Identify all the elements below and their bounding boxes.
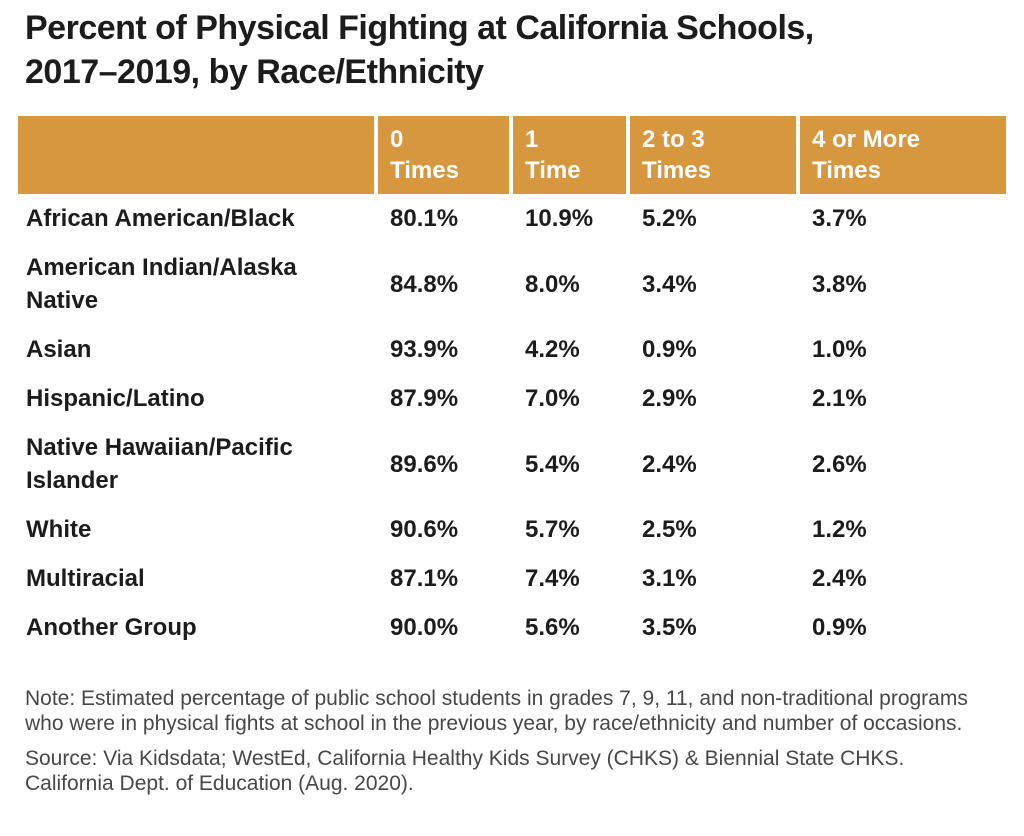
data-table: 0 Times 1 Time 2 to 3 Times 4 or More Ti… <box>18 116 1006 652</box>
row-value-4-or-more-times: 1.0% <box>812 336 867 363</box>
table-row-native-hawaiian-pacific-islander: Native Hawaiian/Pacific Islander 89.6% 5… <box>18 423 1006 505</box>
header-cell-empty <box>18 116 374 194</box>
table-row-another-group: Another Group 90.0% 5.6% 3.5% 0.9% <box>18 603 1006 652</box>
row-value-1-time: 10.9% <box>525 205 594 232</box>
row-value-0-times: 90.6% <box>390 516 459 543</box>
header-cell-1-time: 1 Time <box>513 116 626 194</box>
row-value-2-to-3-times: 2.5% <box>642 516 697 543</box>
row-value-0-times: 89.6% <box>390 450 459 478</box>
row-label: Asian <box>26 336 92 363</box>
row-value-1-time: 7.0% <box>525 385 580 412</box>
page-title: Percent of Physical Fighting at Californ… <box>25 9 814 91</box>
row-value-4-or-more-times: 3.7% <box>812 205 867 232</box>
row-value-0-times: 80.1% <box>390 205 459 232</box>
table-row-multiracial: Multiracial 87.1% 7.4% 3.1% 2.4% <box>18 554 1006 603</box>
row-value-0-times: 84.8% <box>390 270 459 298</box>
header-cell-4-or-more-times: 4 or More Times <box>800 116 1006 194</box>
header-cell-2-to-3-times: 2 to 3 Times <box>630 116 796 194</box>
row-value-0-times: 87.9% <box>390 385 459 412</box>
header-cell-0-times: 0 Times <box>378 116 509 194</box>
row-label: Native Hawaiian/Pacific Islander <box>26 434 293 494</box>
row-value-4-or-more-times: 2.1% <box>812 385 867 412</box>
row-value-4-or-more-times: 2.4% <box>812 565 867 592</box>
table-row-asian: Asian 93.9% 4.2% 0.9% 1.0% <box>18 325 1006 374</box>
row-value-1-time: 4.2% <box>525 336 580 363</box>
row-value-2-to-3-times: 5.2% <box>642 205 697 232</box>
row-value-1-time: 5.6% <box>525 614 580 641</box>
row-value-4-or-more-times: 2.6% <box>812 450 867 478</box>
row-value-2-to-3-times: 2.4% <box>642 450 697 478</box>
row-value-0-times: 87.1% <box>390 565 459 592</box>
row-value-4-or-more-times: 1.2% <box>812 516 867 543</box>
row-value-0-times: 93.9% <box>390 336 459 363</box>
row-value-1-time: 7.4% <box>525 565 580 592</box>
row-value-1-time: 5.7% <box>525 516 580 543</box>
row-value-2-to-3-times: 3.4% <box>642 270 697 298</box>
table-row-african-american-black: African American/Black 80.1% 10.9% 5.2% … <box>18 194 1006 243</box>
table-row-hispanic-latino: Hispanic/Latino 87.9% 7.0% 2.9% 2.1% <box>18 374 1006 423</box>
row-value-2-to-3-times: 3.5% <box>642 614 697 641</box>
table-row-white: White 90.6% 5.7% 2.5% 1.2% <box>18 505 1006 554</box>
row-label: Hispanic/Latino <box>26 385 205 412</box>
row-value-1-time: 5.4% <box>525 450 580 478</box>
row-value-2-to-3-times: 0.9% <box>642 336 697 363</box>
row-label: American Indian/Alaska Native <box>26 254 297 314</box>
row-value-4-or-more-times: 0.9% <box>812 614 867 641</box>
row-label: Another Group <box>26 614 197 641</box>
source-text: Source: Via Kidsdata; WestEd, California… <box>25 747 905 795</box>
note-text: Note: Estimated percentage of public sch… <box>25 687 968 735</box>
table-header-row: 0 Times 1 Time 2 to 3 Times 4 or More Ti… <box>18 116 1006 194</box>
row-value-2-to-3-times: 3.1% <box>642 565 697 592</box>
row-label: White <box>26 516 92 543</box>
row-value-1-time: 8.0% <box>525 270 580 298</box>
row-value-2-to-3-times: 2.9% <box>642 385 697 412</box>
row-value-4-or-more-times: 3.8% <box>812 270 867 298</box>
row-label: Multiracial <box>26 565 145 592</box>
row-value-0-times: 90.0% <box>390 614 459 641</box>
row-label: African American/Black <box>26 205 295 232</box>
table-row-american-indian-alaska-native: American Indian/Alaska Native 84.8% 8.0%… <box>18 243 1006 325</box>
